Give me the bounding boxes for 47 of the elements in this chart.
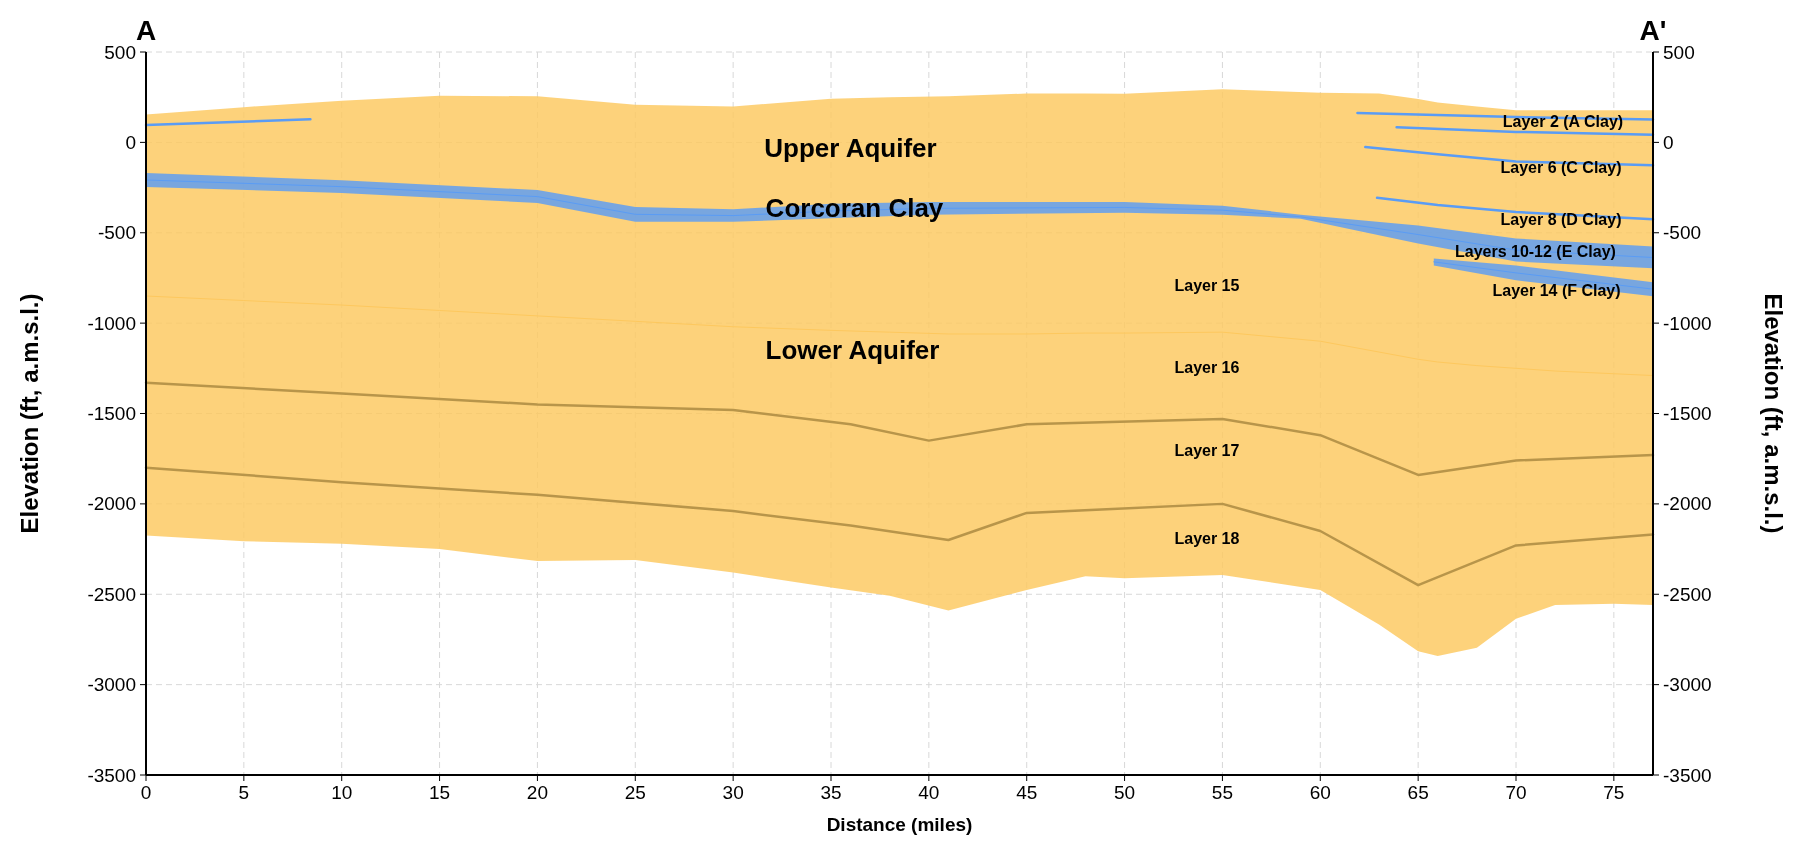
x-tick-label: 5 <box>238 782 250 803</box>
x-tick-label: 75 <box>1603 782 1625 803</box>
y2-tick-label: -1500 <box>1663 403 1712 424</box>
annotation: Layers 10-12 (E Clay) <box>1454 243 1616 261</box>
y-tick-label: 0 <box>125 131 136 153</box>
line-series <box>144 381 1655 477</box>
x-tick-label: 55 <box>1211 782 1233 803</box>
annotation: Layer 16 <box>1174 359 1240 377</box>
x-tick-label: 0 <box>140 782 152 803</box>
annotation: Layer 17 <box>1174 441 1240 459</box>
y-tick-label: -2500 <box>87 583 136 605</box>
y-tick-label: -3000 <box>87 674 136 696</box>
y2-tick-label: -1000 <box>1663 312 1712 334</box>
x-tick-label: 60 <box>1309 782 1331 803</box>
x-tick-label: 45 <box>1016 782 1038 803</box>
y-tick-label: -1500 <box>87 403 136 424</box>
y-tick-label: -500 <box>97 222 136 244</box>
y2-tick-label: -3000 <box>1663 674 1712 696</box>
x-tick-label: 30 <box>722 782 744 803</box>
x-tick-label: 50 <box>1114 782 1136 803</box>
y-axis-title: Elevation (ft, a.m.s.l.) <box>16 293 43 534</box>
y-tick-label: -1000 <box>87 312 136 334</box>
x-tick-label: 15 <box>429 782 451 803</box>
x-axis-title: Distance (miles) <box>826 814 973 835</box>
annotation: Layer 18 <box>1174 530 1240 548</box>
x-tick-label: 35 <box>820 782 842 803</box>
y2-tick-label: -2000 <box>1663 493 1712 515</box>
annotation: Upper Aquifer <box>764 132 937 163</box>
y2-tick-label: -3500 <box>1663 764 1712 786</box>
y-tick-label: 500 <box>104 41 136 63</box>
text: A <box>135 15 157 46</box>
x-tick-label: 40 <box>918 782 940 803</box>
line-series <box>144 466 1655 587</box>
x-tick-label: 25 <box>624 782 646 803</box>
annotation: Layer 15 <box>1174 277 1240 295</box>
x-tick-label: 70 <box>1505 782 1527 803</box>
annotation: Lower Aquifer <box>765 335 940 366</box>
y-tick-label: -3500 <box>87 764 136 786</box>
y2-tick-label: -2500 <box>1663 583 1712 605</box>
annotation: Layer 14 (F Clay) <box>1492 281 1621 299</box>
x-tick-label: 10 <box>331 782 353 803</box>
x-tick-label: 20 <box>526 782 548 803</box>
x-tick-label: 65 <box>1407 782 1429 803</box>
y2-axis-title: Elevation (ft, a.m.s.l.) <box>1760 293 1787 534</box>
y2-tick-label: -500 <box>1663 222 1702 244</box>
y-tick-label: -2000 <box>87 493 136 515</box>
y2-tick-label: 0 <box>1663 131 1674 153</box>
